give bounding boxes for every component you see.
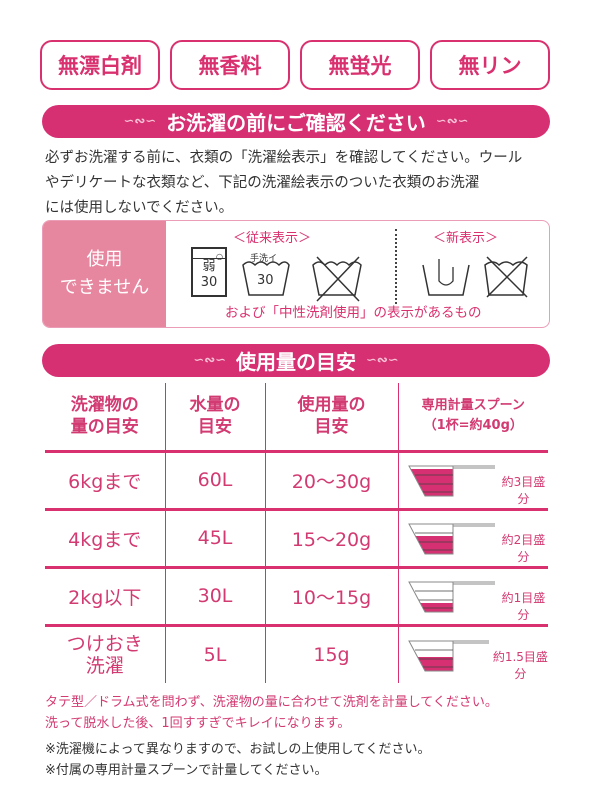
usage-table: 洗濯物の 量の目安 水量の 目安 使用量の 目安 専用計量スプーン （1杯=約40g） …	[45, 383, 548, 683]
cell-amount: 15g	[265, 623, 399, 683]
cell-amount: 20〜30g	[265, 449, 399, 509]
spoon-level-label: 約3目盛分	[501, 475, 546, 506]
table-row: つけおき 洗濯 5L 15g 約1.5目盛分	[45, 623, 548, 683]
ornament-icon: ∽∾∽	[193, 353, 226, 368]
intro-line: やデリケートな衣類など、下記の洗濯絵表示のついた衣類のお洗濯	[45, 175, 480, 191]
note-pink-2: 洗って脱水した後、1回すすぎでキレイになります。	[45, 716, 351, 731]
measuring-spoon-icon	[407, 581, 495, 613]
banner-title: お洗濯の前にご確認ください	[166, 111, 426, 135]
prohibited-symbols-box: 使用 できません ＜従来表示＞ ＜新表示＞ ○ 弱 30 手洗イ 30 および「中性…	[42, 220, 550, 328]
measuring-spoon-icon	[407, 640, 489, 672]
cell-spoon: 約3目盛分	[398, 449, 548, 509]
ornament-icon: ∽∾∽	[123, 114, 157, 129]
measuring-spoon-icon	[407, 523, 495, 555]
ornament-icon: ∽∾∽	[366, 353, 399, 368]
cell-load: 4kgまで	[45, 507, 166, 567]
badge-no-fluorescent: 無蛍光	[300, 40, 420, 90]
cell-load: 2kg以下	[45, 565, 166, 625]
cannot-use-label: 使用 できません	[43, 221, 166, 327]
banner-title: 使用量の目安	[236, 350, 356, 374]
header-spoon: 専用計量スプーン （1杯=約40g）	[421, 398, 525, 434]
cell-load: 6kgまで	[45, 449, 166, 509]
measuring-spoon-icon	[407, 465, 495, 497]
table-row: 6kgまで 60L 20〜30g 約3目盛分	[45, 449, 548, 509]
note-pink-1: タテ型／ドラム式を問わず、洗濯物の量に合わせて洗剤を計量してください。	[45, 695, 498, 710]
cell-spoon: 約2目盛分	[398, 507, 548, 567]
banner-check-before-washing: ∽∾∽ お洗濯の前にご確認ください ∽∾∽	[42, 105, 550, 138]
cell-water: 45L	[165, 507, 266, 567]
note-1: ※洗濯機によって異なりますので、お試しの上使用してください。	[45, 742, 431, 757]
intro-text: 必ずお洗濯する前に、衣類の「洗濯絵表示」を確認してください。ウール やデリケート…	[45, 146, 555, 221]
spoon-level-label: 約1目盛分	[501, 591, 546, 622]
do-not-wash-new-icon	[484, 256, 528, 298]
new-label: ＜新表示＞	[433, 231, 499, 246]
cell-spoon: 約1目盛分	[398, 565, 548, 625]
do-not-wash-icon	[312, 256, 362, 302]
hand-wash-temp: 30	[257, 273, 274, 288]
cell-water: 5L	[165, 623, 266, 683]
divider	[395, 229, 397, 304]
table-row: 2kg以下 30L 10〜15g 約1目盛分	[45, 565, 548, 625]
ornament-icon: ∽∾∽	[435, 114, 469, 129]
hand-wash-icon	[242, 261, 290, 296]
old-label: ＜従来表示＞	[233, 231, 312, 246]
neutral-detergent-caption: および「中性洗剤使用」の表示があるもの	[225, 305, 482, 321]
cell-amount: 10〜15g	[265, 565, 399, 625]
table-row: 4kgまで 45L 15〜20g 約2目盛分	[45, 507, 548, 567]
cell-water: 60L	[165, 449, 266, 509]
cell-load: つけおき 洗濯	[45, 623, 166, 683]
intro-line: には使用しないでください。	[45, 200, 234, 216]
cell-water: 30L	[165, 565, 266, 625]
spoon-level-label: 約1.5目盛分	[492, 649, 548, 681]
intro-line: 必ずお洗濯する前に、衣類の「洗濯絵表示」を確認してください。ウール	[45, 150, 523, 166]
banner-usage-guide: ∽∾∽ 使用量の目安 ∽∾∽	[42, 344, 550, 377]
spoon-level-label: 約2目盛分	[501, 533, 546, 564]
header-amount: 使用量の 目安	[265, 383, 399, 451]
hand-wash-new-icon	[422, 259, 470, 296]
header-load: 洗濯物の 量の目安	[45, 383, 166, 451]
machine-wash-gentle-icon: ○ 弱 30	[191, 247, 227, 297]
cell-spoon: 約1.5目盛分	[398, 623, 548, 683]
badge-no-phosphorus: 無リン	[430, 40, 550, 90]
hand-wash-text: 手洗イ	[250, 254, 278, 264]
cell-amount: 15〜20g	[265, 507, 399, 567]
badge-no-fragrance: 無香料	[170, 40, 290, 90]
header-water: 水量の 目安	[165, 383, 266, 451]
note-2: ※付属の専用計量スプーンで計量してください。	[45, 763, 328, 778]
badge-no-bleach: 無漂白剤	[40, 40, 160, 90]
